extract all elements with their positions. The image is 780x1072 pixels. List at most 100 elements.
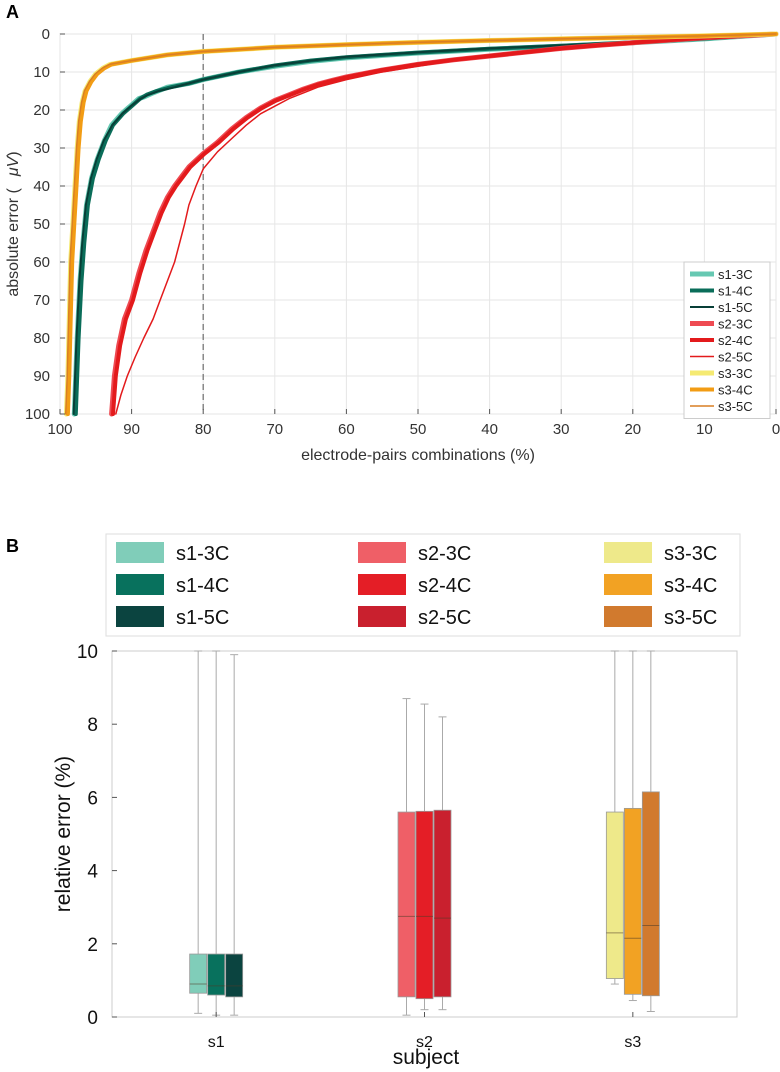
box-body [189, 953, 208, 994]
panel-b-legend-swatch [358, 574, 406, 595]
panel-a-y-tick-label: 20 [33, 102, 50, 119]
box-s3-5C [641, 650, 660, 1013]
box-body [623, 807, 642, 995]
panel-b-legend-swatch [604, 542, 652, 563]
box-body [207, 953, 226, 996]
box-body [641, 791, 660, 997]
panel-a-x-tick-label: 40 [481, 421, 498, 438]
panel-b-legend-label: s2-5C [418, 607, 471, 629]
panel-a-y-tick-label: 100 [25, 406, 50, 423]
box-s2-3C [397, 698, 416, 1016]
panel-b-legend-label: s3-5C [664, 607, 717, 629]
panel-a-legend-label: s1-4C [718, 284, 753, 299]
panel-b-y-tick-label: 0 [87, 1008, 98, 1029]
panel-a-y-axis-label: absolute error ( μV) [5, 151, 22, 296]
panel-a-legend-label: s1-3C [718, 267, 753, 282]
panel-a-legend-label: s3-3C [718, 366, 753, 381]
panel-a-y-tick-label: 80 [33, 330, 50, 347]
panel-b-legend-swatch [116, 542, 164, 563]
box-s3-3C [605, 650, 624, 985]
box-s1-5C [225, 654, 244, 1016]
series-line-s3-5C [64, 33, 777, 415]
panel-a-legend-label: s3-5C [718, 399, 753, 414]
panel-a-legend-label: s2-3C [718, 317, 753, 332]
panel-a-x-axis-label: electrode-pairs combinations (%) [301, 447, 535, 464]
panel-b-label: B [6, 536, 19, 556]
panel-a-legend-label: s2-5C [718, 350, 753, 365]
panel-a-y-tick-label: 0 [42, 26, 50, 43]
panel-a-x-tick-label: 100 [47, 421, 72, 438]
box-s2-5C [433, 716, 452, 1011]
box-s2-4C [415, 703, 434, 1011]
panel-a-x-ticks: 100 90 80 70 60 50 40 30 20 10 0 [47, 409, 780, 438]
panel-a-x-tick-label: 80 [195, 421, 212, 438]
panel-b-legend-label: s2-4C [418, 575, 471, 597]
panel-a-x-tick-label: 70 [266, 421, 283, 438]
panel-b-legend-label: s1-5C [176, 607, 229, 629]
panel-b-x-tick-label: s1 [208, 1034, 225, 1051]
panel-a-y-axis-label-unit: μV [5, 155, 22, 177]
panel-a-series-group [63, 31, 779, 417]
panel-a-x-tick-label: 90 [123, 421, 140, 438]
box-body [433, 809, 452, 998]
box-s1-3C [189, 650, 208, 1014]
box-s3-4C [623, 650, 642, 1002]
panel-a-y-tick-label: 90 [33, 368, 50, 385]
panel-a-y-axis-label-prefix: absolute error ( [5, 187, 22, 296]
panel-a-y-tick-label: 50 [33, 216, 50, 233]
panel-b-x-ticks: s1 s2 s3 [208, 1012, 641, 1051]
panel-b-legend-swatch [604, 606, 652, 627]
box-body [605, 811, 624, 979]
panel-b-legend: s1-3C s1-4C s1-5C s2-3C s2-4C s2-5C s3-3C s3-4C… [105, 533, 741, 637]
panel-a-x-tick-label: 10 [696, 421, 713, 438]
panel-a-x-tick-label: 30 [553, 421, 570, 438]
panel-b-chart: s1-3C s1-4C s1-5C s2-3C s2-4C s2-5C s3-3C s3-4C… [52, 533, 741, 1069]
panel-a-y-tick-label: 10 [33, 64, 50, 81]
panel-a-x-tick-label: 20 [624, 421, 641, 438]
panel-b-y-tick-label: 10 [77, 642, 98, 663]
panel-a-y-tick-label: 40 [33, 178, 50, 195]
panel-b-x-axis-label: subject [393, 1046, 460, 1069]
panel-b-x-tick-label: s3 [624, 1034, 641, 1051]
panel-a-y-tick-label: 30 [33, 140, 50, 157]
panel-a-x-tick-label: 60 [338, 421, 355, 438]
box-s1-4C [207, 650, 226, 1016]
panel-a-grid [59, 33, 777, 415]
panel-a-legend-label: s3-4C [718, 383, 753, 398]
panel-b-y-axis-label: relative error (%) [52, 756, 75, 912]
panel-b-legend-swatch [116, 574, 164, 595]
box-body [397, 811, 416, 998]
panel-b-legend-label: s1-3C [176, 543, 229, 565]
panel-b-legend-swatch [358, 542, 406, 563]
panel-b-legend-swatch [358, 606, 406, 627]
panel-a-y-axis-label-suffix: ) [5, 151, 22, 156]
panel-b-legend-swatch [604, 574, 652, 595]
box-body [415, 810, 434, 1000]
panel-a-x-tick-label: 50 [410, 421, 427, 438]
series-line-s2-4C [111, 32, 778, 416]
panel-a-y-tick-label: 60 [33, 254, 50, 271]
series-line-s1-5C [72, 33, 777, 415]
panel-b-legend-label: s2-3C [418, 543, 471, 565]
panel-b-legend-label: s1-4C [176, 575, 229, 597]
panel-b-legend-swatch [116, 606, 164, 627]
panel-b-y-tick-label: 2 [87, 935, 98, 956]
panel-a-legend-label: s2-4C [718, 333, 753, 348]
panel-a-chart: 100 90 80 70 60 50 40 30 20 10 0 01020304050607080… [5, 26, 780, 464]
panel-b-y-ticks: 0 2 4 6 8 10 [77, 642, 117, 1029]
panel-a-y-tick-label: 70 [33, 292, 50, 309]
panel-b-y-tick-label: 4 [87, 862, 98, 883]
panel-a-label: A [6, 2, 19, 22]
panel-b-legend-label: s3-3C [664, 543, 717, 565]
box-body [225, 953, 244, 998]
panel-a-legend-label: s1-5C [718, 300, 753, 315]
panel-b-y-tick-label: 6 [87, 788, 98, 809]
panel-b-legend-label: s3-4C [664, 575, 717, 597]
panel-b-x-tick-label: s2 [416, 1034, 433, 1051]
panel-b-boxes [189, 650, 660, 1016]
series-line-s2-5C [115, 33, 777, 415]
panel-a-x-tick-label: 0 [772, 421, 780, 438]
panel-a-y-ticks: 0 10 20 30 40 50 60 70 80 90 100 [25, 26, 65, 423]
